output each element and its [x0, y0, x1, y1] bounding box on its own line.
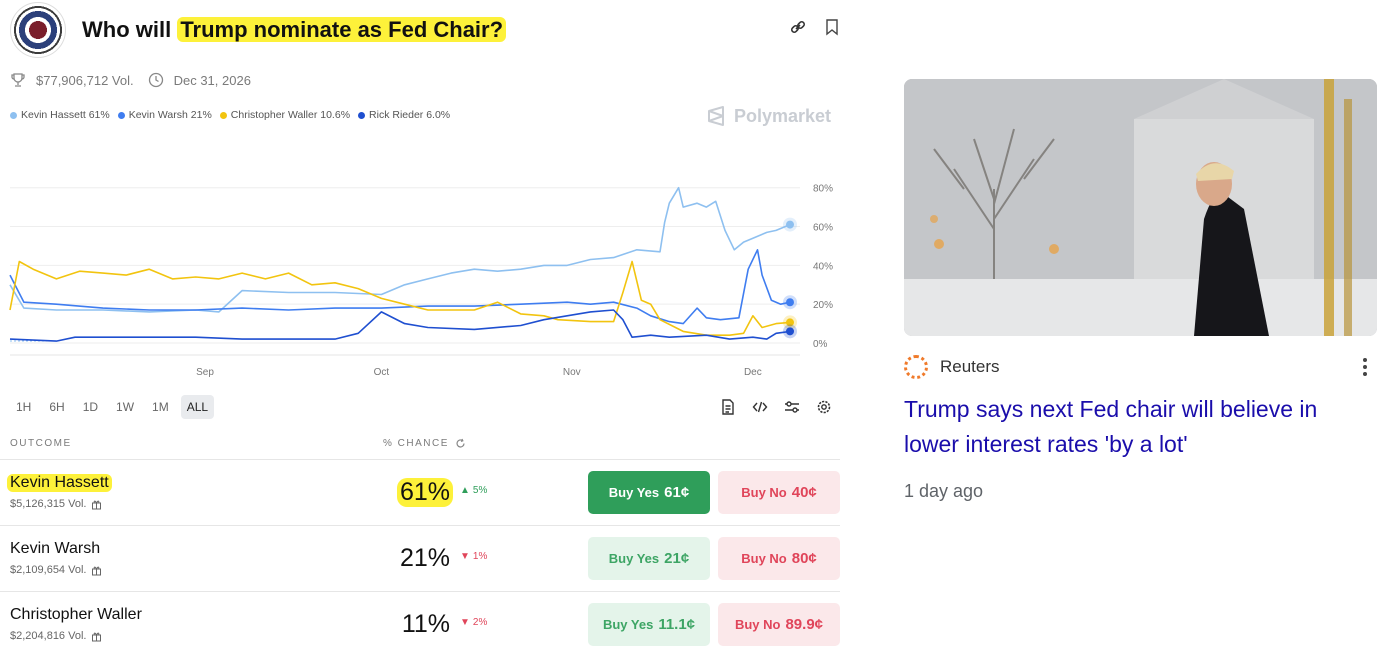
outcome-row: Kevin Warsh $2,109,654 Vol. 21% ▼ 1% Buy …: [0, 526, 840, 592]
market-end-date: Dec 31, 2026: [173, 72, 251, 88]
chance-column-header: % CHANCE: [383, 438, 466, 449]
range-6h[interactable]: 6H: [49, 400, 65, 414]
gift-icon: [92, 500, 102, 509]
buy-no-button[interactable]: Buy No 89.9¢: [718, 603, 840, 646]
news-timestamp: 1 day ago: [904, 481, 984, 501]
polymarket-brand: Polymarket: [706, 105, 831, 127]
refresh-icon[interactable]: [455, 438, 466, 449]
outcome-volume: $2,204,816 Vol.: [10, 630, 102, 642]
series-endpoint: [786, 220, 794, 229]
market-header: Who will Trump nominate as Fed Chair?: [10, 2, 840, 58]
market-title-highlight: Trump nominate as Fed Chair?: [177, 17, 507, 42]
x-tick-label: Dec: [744, 367, 762, 378]
buy-yes-button[interactable]: Buy Yes 61¢: [588, 471, 710, 514]
series-line-kevin-hassett: [9, 186, 791, 313]
news-source[interactable]: Reuters: [904, 355, 1000, 379]
range-1d[interactable]: 1D: [82, 400, 99, 414]
more-options-icon[interactable]: [1363, 358, 1367, 376]
market-panel: Who will Trump nominate as Fed Chair? $7…: [0, 2, 850, 654]
y-tick-label: 40%: [813, 261, 833, 272]
buy-yes-button[interactable]: Buy Yes 11.1¢: [588, 603, 710, 646]
news-headline[interactable]: Trump says next Fed chair will believe i…: [904, 396, 1318, 457]
sliders-icon[interactable]: [784, 398, 800, 416]
buy-yes-button[interactable]: Buy Yes 21¢: [588, 537, 710, 580]
chance-change: ▼ 2%: [460, 617, 488, 628]
down-triangle-icon: ▼: [460, 551, 470, 562]
news-source-name: Reuters: [940, 357, 1000, 376]
gift-icon: [92, 566, 102, 575]
market-title: Who will Trump nominate as Fed Chair?: [82, 17, 507, 43]
chart-legend: Kevin Hassett 61% Kevin Warsh 21% Christ…: [10, 109, 450, 121]
outcome-row: Kevin Hassett $5,126,315 Vol. 61% ▲ 5% Bu…: [0, 460, 840, 526]
embed-code-icon[interactable]: [752, 398, 768, 416]
series-endpoint: [786, 298, 794, 307]
link-icon[interactable]: [790, 18, 806, 36]
legend-dot: [10, 111, 17, 119]
news-photo-image: [904, 79, 1377, 336]
legend-dot: [117, 111, 125, 119]
polymarket-logo-icon: [708, 106, 724, 126]
outcome-volume: $2,109,654 Vol.: [10, 564, 102, 576]
series-endpoint: [786, 318, 794, 327]
divider: [0, 459, 840, 460]
series-line-kevin-warsh: [9, 249, 791, 325]
divider: [0, 525, 840, 526]
buy-no-button[interactable]: Buy No 40¢: [718, 471, 840, 514]
chance-change: ▼ 1%: [460, 551, 488, 562]
y-tick-label: 60%: [813, 223, 833, 234]
x-tick-label: Nov: [563, 367, 581, 378]
chart-tools: [720, 398, 832, 416]
up-triangle-icon: ▲: [460, 485, 470, 496]
x-tick-label: Sep: [196, 367, 214, 378]
outcome-name[interactable]: Kevin Hassett: [7, 474, 112, 492]
time-range-selector: 1H 6H 1D 1W 1M ALL: [10, 395, 215, 419]
x-tick-label: Oct: [374, 367, 390, 378]
outcome-chance: 21%: [399, 544, 450, 572]
series-line-christopher-waller: [9, 260, 791, 336]
series-endpoint: [786, 327, 794, 336]
bookmark-icon[interactable]: [824, 18, 840, 36]
clock-icon: [148, 72, 164, 88]
buy-no-button[interactable]: Buy No 80¢: [718, 537, 840, 580]
legend-item: Kevin Warsh 21%: [117, 109, 212, 121]
document-icon[interactable]: [720, 398, 736, 416]
chance-change: ▲ 5%: [460, 485, 488, 496]
gift-icon: [92, 632, 102, 641]
price-history-chart[interactable]: 80% 60% 40% 20% 0% Sep Oct Nov Dec: [0, 160, 850, 385]
outcome-name[interactable]: Kevin Warsh: [10, 540, 101, 557]
outcome-chance: 11%: [401, 610, 450, 638]
y-tick-label: 0%: [813, 339, 828, 350]
outcome-chance: 61%: [396, 478, 453, 507]
outcome-volume: $5,126,315 Vol.: [10, 498, 102, 510]
reuters-logo-icon: [904, 355, 928, 379]
federal-reserve-seal-icon: [10, 2, 66, 58]
range-all[interactable]: ALL: [180, 395, 215, 419]
range-1m[interactable]: 1M: [152, 400, 169, 414]
news-card[interactable]: Reuters Trump says next Fed chair will b…: [904, 79, 1377, 519]
trophy-icon: [10, 72, 26, 88]
outcome-column-header: OUTCOME: [10, 438, 72, 449]
legend-dot: [219, 111, 227, 119]
legend-item: Rick Rieder 6.0%: [358, 109, 450, 121]
range-1h[interactable]: 1H: [16, 400, 32, 414]
news-photo[interactable]: [904, 79, 1377, 336]
outcome-name[interactable]: Christopher Waller: [10, 606, 142, 623]
series-line-rick-rieder: [9, 309, 791, 342]
legend-item: Kevin Hassett 61%: [10, 109, 110, 121]
market-meta: $77,906,712 Vol. Dec 31, 2026: [10, 72, 251, 88]
settings-gear-icon[interactable]: [816, 398, 832, 416]
range-1w[interactable]: 1W: [116, 400, 135, 414]
legend-dot: [358, 111, 366, 119]
down-triangle-icon: ▼: [460, 617, 470, 628]
divider: [0, 591, 840, 592]
market-volume: $77,906,712 Vol.: [36, 72, 134, 88]
legend-item: Christopher Waller 10.6%: [219, 109, 350, 121]
outcome-row: Christopher Waller $2,204,816 Vol. 11% ▼…: [0, 592, 840, 654]
y-tick-label: 20%: [813, 300, 833, 311]
y-tick-label: 80%: [813, 184, 833, 195]
